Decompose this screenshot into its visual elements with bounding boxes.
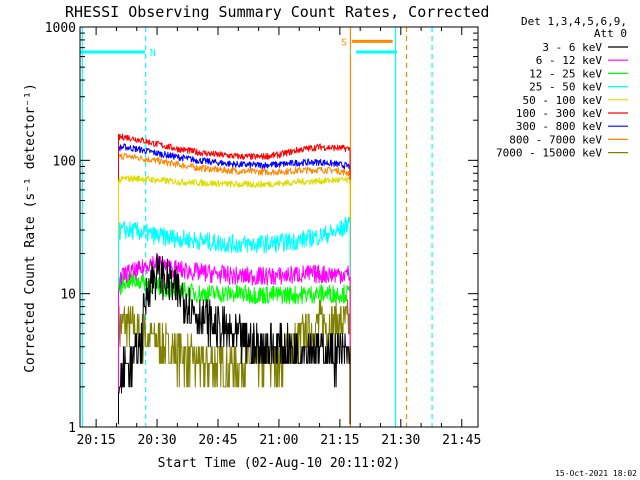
plot-timestamp: 15-Oct-2021 18:02 xyxy=(555,469,637,478)
flag-label: S xyxy=(341,37,347,48)
legend-label: 7000 - 15000 keV xyxy=(496,147,602,160)
legend-label: 6 - 12 keV xyxy=(536,54,603,67)
y-tick-label: 1 xyxy=(68,421,76,436)
chart-title: RHESSI Observing Summary Count Rates, Co… xyxy=(65,3,489,21)
flag-label: N xyxy=(150,48,156,59)
y-tick-label: 10 xyxy=(60,288,76,303)
legend-label: 50 - 100 keV xyxy=(523,94,603,107)
series-line-3 xyxy=(118,216,351,425)
x-axis-ticks: 20:15 20:30 20:45 21:00 21:15 21:30 21:45 xyxy=(77,27,481,448)
x-axis-label: Start Time (02-Aug-10 20:11:02) xyxy=(158,456,401,471)
legend-label: 800 - 7000 keV xyxy=(509,133,602,146)
x-tick-label: 21:00 xyxy=(259,433,298,448)
legend-label: 12 - 25 keV xyxy=(529,67,602,80)
x-tick-label: 20:15 xyxy=(77,433,116,448)
series-line-7 xyxy=(118,153,351,425)
series-layer xyxy=(118,133,351,425)
legend-label: 25 - 50 keV xyxy=(529,81,602,94)
legend-label: 3 - 6 keV xyxy=(542,41,602,54)
series-line-0 xyxy=(118,253,351,425)
legend-label: 100 - 300 keV xyxy=(516,107,602,120)
instrument-flags: NS xyxy=(79,37,397,59)
series-line-6 xyxy=(118,143,351,425)
x-tick-label: 20:45 xyxy=(198,433,237,448)
x-tick-label: 20:30 xyxy=(137,433,176,448)
legend-header: Att 0 xyxy=(594,27,627,40)
x-tick-label: 21:30 xyxy=(381,433,420,448)
y-axis-ticks: 1 10 100 1000 xyxy=(45,21,478,436)
y-axis-label: Corrected Count Rate (s⁻¹ detector⁻¹) xyxy=(23,83,38,373)
legend-label: 300 - 800 keV xyxy=(516,120,602,133)
x-tick-label: 21:45 xyxy=(442,433,481,448)
series-line-5 xyxy=(118,133,351,425)
x-tick-label: 21:15 xyxy=(320,433,359,448)
y-tick-label: 100 xyxy=(53,154,76,169)
series-line-4 xyxy=(118,175,351,425)
y-tick-label: 1000 xyxy=(45,21,76,36)
legend-header: Det 1,3,4,5,6,9, xyxy=(521,15,627,28)
